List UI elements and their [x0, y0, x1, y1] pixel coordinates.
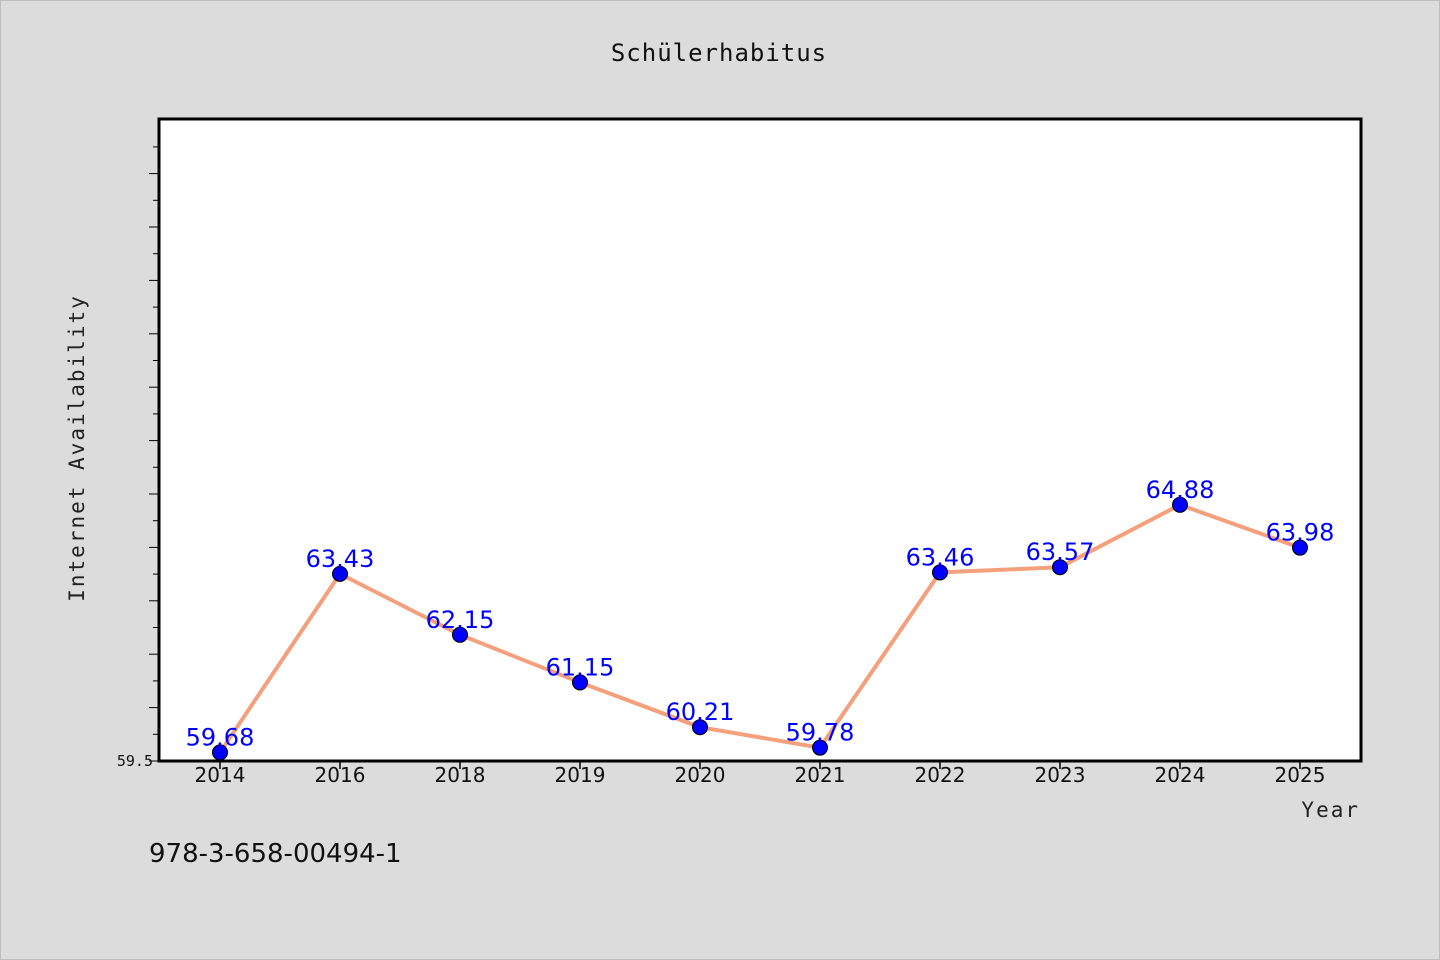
x-tick-label: 2020: [675, 763, 726, 787]
x-axis-title: Year: [1301, 798, 1360, 822]
x-tick-label: 2022: [915, 763, 966, 787]
data-label: 63.46: [906, 543, 975, 571]
data-point: [452, 626, 468, 643]
data-label: 63.98: [1266, 519, 1335, 547]
data-point: [932, 564, 948, 581]
chart-title: Schülerhabitus: [611, 39, 827, 67]
data-labels: 59.68 63.43 62.15 61.15 60.21 59.78 63.46 63.57…: [186, 476, 1335, 752]
x-tick-label: 2024: [1155, 763, 1206, 787]
data-point: [1292, 539, 1308, 556]
data-label: 59.78: [786, 719, 855, 747]
x-tick-label: 2018: [435, 763, 486, 787]
y-tick-labels: 59.5: [117, 752, 153, 770]
y-axis-ticks: [149, 146, 159, 762]
y-tick-label: 59.5: [117, 752, 153, 770]
data-point: [332, 565, 348, 582]
data-point: [812, 739, 828, 756]
data-label: 63.57: [1026, 538, 1095, 566]
x-tick-label: 2025: [1275, 763, 1326, 787]
series-line: [218, 502, 1301, 754]
data-label: 60.21: [666, 698, 735, 726]
data-point: [1052, 559, 1068, 576]
data-label: 62.15: [426, 606, 495, 634]
x-axis-ticks: [219, 761, 1301, 769]
data-label: 63.43: [306, 545, 375, 573]
data-label: 59.68: [186, 723, 255, 751]
plot-area: [157, 117, 1363, 763]
x-tick-label: 2021: [795, 763, 846, 787]
x-tick-label: 2023: [1035, 763, 1086, 787]
data-point: [212, 744, 228, 761]
x-tick-labels: 2014 2016 2018 2019 2020 2021 2022 2023 2024 2025: [195, 763, 1326, 787]
x-tick-label: 2019: [555, 763, 606, 787]
data-point: [1172, 496, 1188, 513]
x-tick-label: 2016: [315, 763, 366, 787]
x-tick-label: 2014: [195, 763, 246, 787]
data-label: 64.88: [1146, 476, 1215, 504]
data-point: [572, 674, 588, 691]
data-label: 61.15: [546, 653, 615, 681]
isbn-footer: 978-3-658-00494-1: [149, 839, 402, 869]
data-points: [212, 496, 1308, 761]
data-point: [692, 719, 708, 736]
y-axis-title: Internet Availability: [65, 294, 89, 602]
